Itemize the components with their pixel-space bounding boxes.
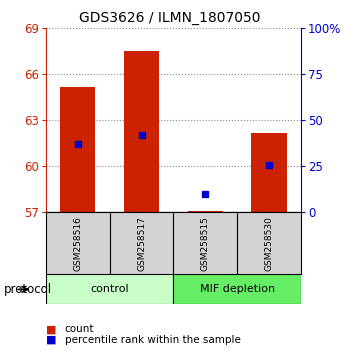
Bar bbox=[60, 87, 95, 212]
Bar bbox=[188, 211, 223, 212]
Text: GSM258530: GSM258530 bbox=[265, 216, 273, 271]
Bar bbox=[124, 51, 159, 212]
Text: percentile rank within the sample: percentile rank within the sample bbox=[65, 335, 240, 345]
Bar bbox=[173, 274, 301, 304]
Bar bbox=[252, 133, 287, 212]
Text: GSM258517: GSM258517 bbox=[137, 216, 146, 271]
Text: control: control bbox=[90, 284, 129, 295]
Text: ■: ■ bbox=[46, 335, 56, 345]
Text: GSM258516: GSM258516 bbox=[73, 216, 82, 271]
Text: GSM258515: GSM258515 bbox=[201, 216, 210, 271]
Bar bbox=[46, 274, 173, 304]
Text: GDS3626 / ILMN_1807050: GDS3626 / ILMN_1807050 bbox=[79, 11, 261, 25]
Text: MIF depletion: MIF depletion bbox=[200, 284, 275, 295]
Text: count: count bbox=[65, 324, 94, 334]
Text: protocol: protocol bbox=[3, 283, 52, 296]
Text: ■: ■ bbox=[46, 324, 56, 334]
